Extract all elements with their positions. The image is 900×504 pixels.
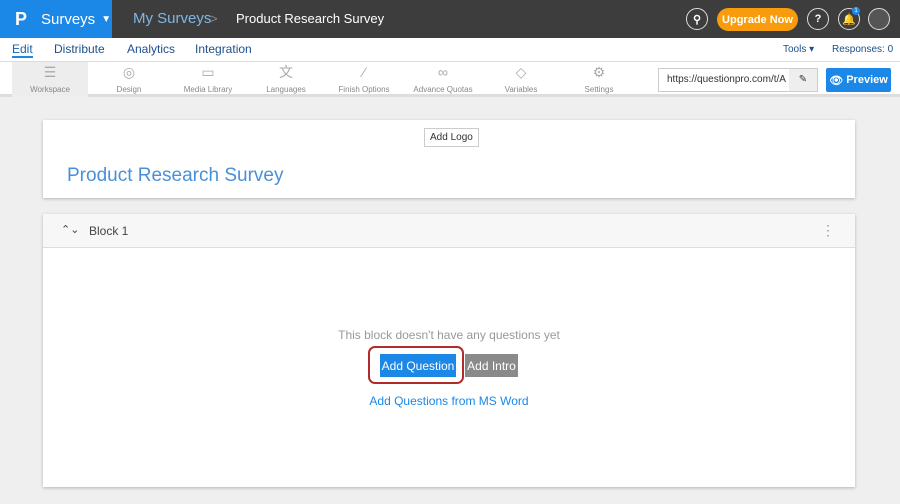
survey-url-field[interactable]: https://questionpro.com/t/A ✎: [658, 68, 818, 92]
responses-count[interactable]: Responses: 0: [832, 44, 894, 55]
empty-block-text: This block doesn't have any questions ye…: [338, 328, 560, 342]
block-card: ⌃⌄ Block 1 ⋮ This block doesn't have any…: [43, 214, 855, 487]
product-name: Surveys: [41, 10, 96, 28]
bell-icon[interactable]: 🔔: [838, 8, 860, 30]
main-nav: Edit Distribute Analytics Integration To…: [0, 38, 900, 62]
tool-label: Variables: [504, 85, 538, 94]
tool-variables[interactable]: ◇ Variables: [483, 62, 559, 97]
search-icon[interactable]: ⚲: [686, 8, 708, 30]
breadcrumb-current: Product Research Survey: [236, 11, 385, 26]
tool-languages[interactable]: 文 Languages: [248, 62, 324, 97]
link-icon: ∞: [438, 64, 448, 80]
tag-icon: ◇: [515, 64, 527, 80]
preview-label: Preview: [846, 74, 888, 86]
block-header: ⌃⌄ Block 1 ⋮: [43, 214, 855, 248]
eye-icon: 👁: [829, 74, 847, 87]
pencil-icon[interactable]: ✎: [789, 69, 817, 91]
tab-distribute[interactable]: Distribute: [54, 42, 105, 56]
tool-media-library[interactable]: ▭ Media Library: [170, 62, 246, 97]
tab-analytics[interactable]: Analytics: [127, 42, 176, 56]
add-from-ms-word[interactable]: Add Questions from MS Word: [369, 394, 529, 408]
more-options-icon[interactable]: ⋮: [821, 222, 835, 238]
gear-icon: ⚙: [592, 64, 606, 80]
add-logo-button[interactable]: Add Logo: [424, 128, 479, 147]
surveys-menu[interactable]: P Surveys ▼: [0, 0, 112, 38]
highlight-ring: [368, 346, 464, 384]
tool-label: Finish Options: [338, 85, 390, 94]
image-icon: ▭: [201, 64, 215, 80]
survey-url: https://questionpro.com/t/A: [667, 74, 786, 85]
preview-button[interactable]: 👁 Preview: [826, 68, 891, 92]
tool-label: Advance Quotas: [413, 85, 473, 94]
tool-design[interactable]: ◎ Design: [91, 62, 167, 97]
tab-integration[interactable]: Integration: [195, 42, 252, 56]
avatar[interactable]: [868, 8, 890, 30]
chevron-right-icon: >: [210, 11, 218, 26]
magic-wand-icon: ⁄: [362, 64, 366, 80]
tab-edit[interactable]: Edit: [12, 42, 33, 58]
notification-badge: 1: [852, 7, 860, 15]
toolbar: ☰ Workspace ◎ Design ▭ Media Library 文 Langu…: [0, 62, 900, 97]
list-icon: ☰: [43, 64, 57, 80]
add-from-ms-word-link: Add Questions from MS Word: [43, 394, 855, 408]
tool-advance-quotas[interactable]: ∞ Advance Quotas: [405, 62, 481, 97]
help-icon[interactable]: ?: [807, 8, 829, 30]
tool-label: Media Library: [183, 85, 233, 94]
tool-label: Settings: [584, 85, 614, 94]
tool-label: Workspace: [30, 85, 70, 94]
survey-header-card: Add Logo Product Research Survey: [43, 120, 855, 198]
tool-settings[interactable]: ⚙ Settings: [561, 62, 637, 97]
add-question-button[interactable]: Add Question: [380, 354, 456, 377]
tool-workspace[interactable]: ☰ Workspace: [12, 62, 88, 97]
top-bar: P Surveys ▼ My Surveys > Product Researc…: [0, 0, 900, 38]
tool-label: Languages: [266, 85, 306, 94]
logo: P: [15, 8, 28, 29]
caret-down-icon: ▼: [101, 13, 112, 25]
survey-title[interactable]: Product Research Survey: [67, 165, 284, 186]
tools-menu[interactable]: Tools ▾: [783, 44, 815, 55]
block-name[interactable]: Block 1: [89, 224, 129, 238]
add-intro-button[interactable]: Add Intro: [465, 354, 518, 377]
tool-finish-options[interactable]: ⁄ Finish Options: [326, 62, 402, 97]
tool-label: Design: [116, 85, 142, 94]
translate-icon: 文: [279, 64, 293, 80]
breadcrumb-my-surveys[interactable]: My Surveys: [133, 10, 212, 27]
palette-icon: ◎: [122, 64, 136, 80]
upgrade-button[interactable]: Upgrade Now: [717, 8, 798, 31]
collapse-icon[interactable]: ⌃⌄: [61, 224, 80, 236]
